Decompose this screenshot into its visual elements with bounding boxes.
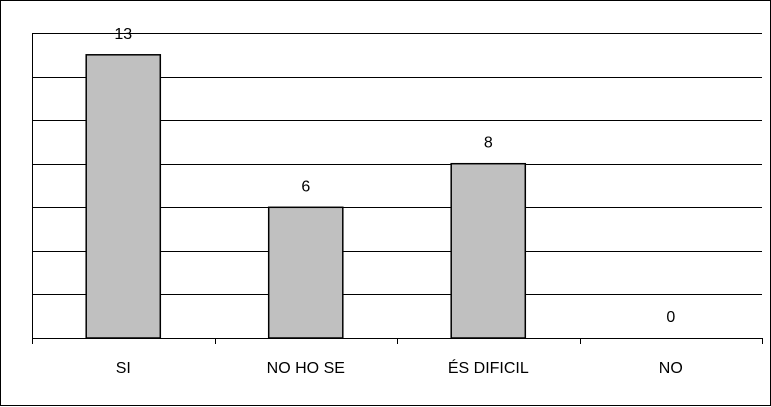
x-tick-label: SI [116,360,131,377]
x-tick-label: NO HO SE [267,360,345,377]
data-label: 0 [666,309,675,326]
data-labels: 13 6 8 0 [114,26,675,326]
data-label: 13 [114,26,132,43]
data-label: 6 [301,178,310,195]
data-label: 8 [484,135,493,152]
x-tick-label: NO [659,360,683,377]
category-tick-labels: SI NO HO SE ÉS DIFICIL NO [116,358,683,377]
bar-no-ho-se [267,206,344,339]
axes [32,33,763,344]
bar--s-dificil [450,162,527,339]
bar-si [85,54,162,339]
x-tick-label: ÉS DIFICIL [448,358,529,377]
